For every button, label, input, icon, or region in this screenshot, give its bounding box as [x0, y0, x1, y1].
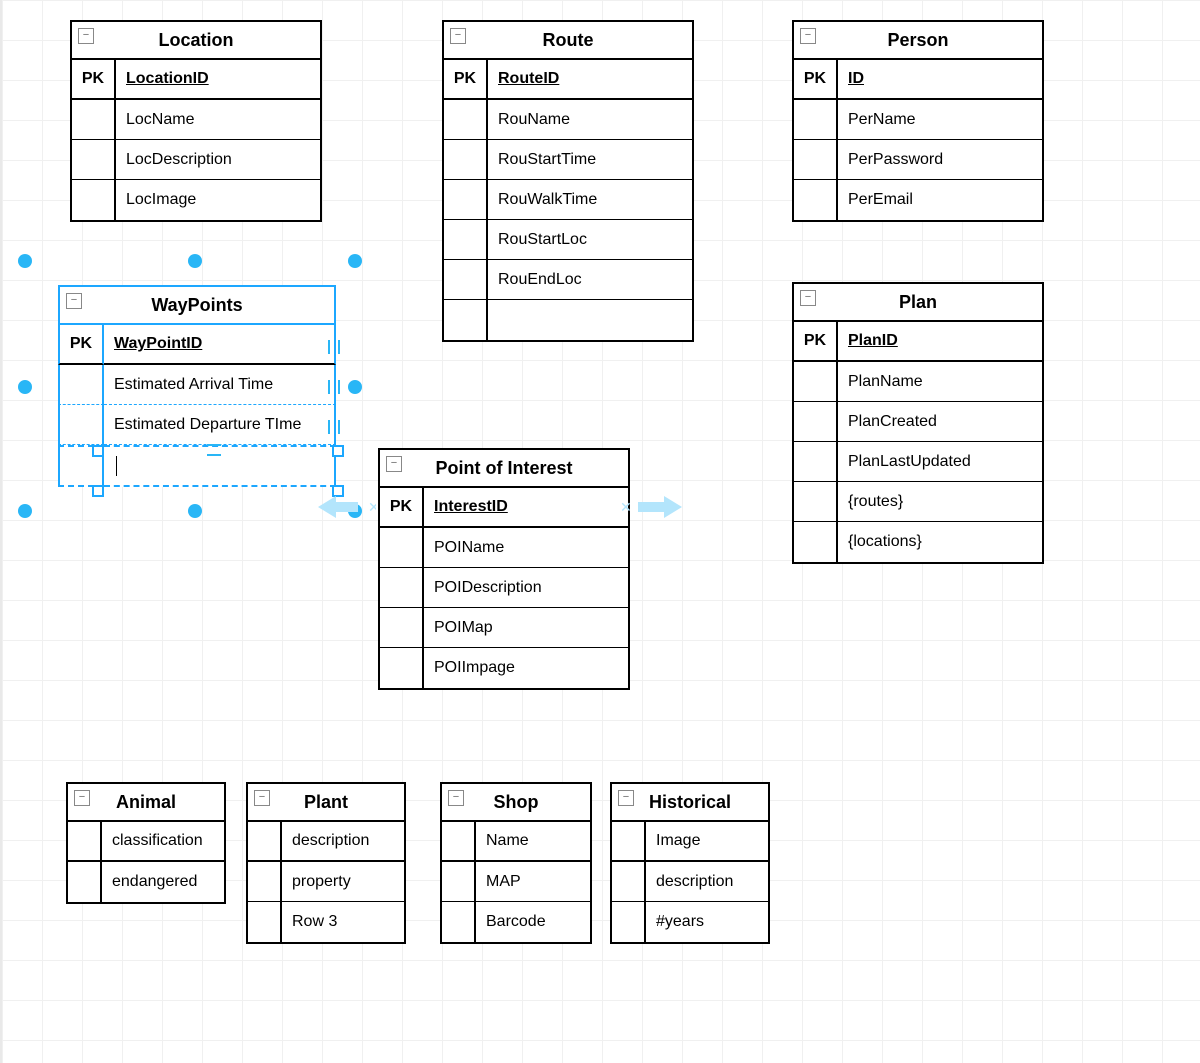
entity-title: Person	[794, 30, 1042, 51]
pk-label: PK	[70, 60, 116, 100]
entity-title: Route	[444, 30, 692, 51]
entity-title: Historical	[612, 792, 768, 813]
field[interactable]: classification	[102, 822, 226, 862]
collapse-icon[interactable]: −	[618, 790, 634, 806]
field[interactable]: Estimated Departure TIme	[104, 405, 336, 445]
field[interactable]: LocDescription	[116, 140, 322, 180]
diagram-canvas[interactable]: − Location PK LocationID LocName LocDesc…	[0, 0, 1200, 1063]
entity-plant[interactable]: − Plant description property Row 3	[246, 782, 406, 944]
field[interactable]: Row 3	[282, 902, 406, 944]
edge-midpoint[interactable]	[328, 380, 340, 394]
connection-dot[interactable]	[188, 254, 202, 268]
field[interactable]: {routes}	[838, 482, 1044, 522]
field[interactable]: POIDescription	[424, 568, 630, 608]
entity-title: Plant	[248, 792, 404, 813]
svg-text:✕: ✕	[368, 499, 376, 515]
text-cursor	[116, 456, 117, 476]
pk-label: PK	[442, 60, 488, 100]
field[interactable]: POIName	[424, 528, 630, 568]
field[interactable]: #years	[646, 902, 770, 944]
entity-title: Point of Interest	[380, 458, 628, 479]
entity-route[interactable]: − Route PK RouteID RouName RouStartTime …	[442, 20, 694, 342]
field[interactable]: RouStartLoc	[488, 220, 694, 260]
connection-dot[interactable]	[18, 254, 32, 268]
collapse-icon[interactable]: −	[254, 790, 270, 806]
collapse-icon[interactable]: −	[800, 28, 816, 44]
entity-shop[interactable]: − Shop Name MAP Barcode	[440, 782, 592, 944]
pk-field[interactable]: RouteID	[488, 60, 694, 100]
collapse-icon[interactable]: −	[386, 456, 402, 472]
resize-handle[interactable]	[92, 445, 104, 457]
field[interactable]: POIImpage	[424, 648, 630, 690]
arrow-right-icon: ✕	[620, 496, 682, 518]
field[interactable]: Estimated Arrival Time	[104, 365, 336, 405]
field[interactable]: PerName	[838, 100, 1044, 140]
connection-dot[interactable]	[348, 254, 362, 268]
collapse-icon[interactable]: −	[448, 790, 464, 806]
field[interactable]: {locations}	[838, 522, 1044, 564]
entity-title: Animal	[68, 792, 224, 813]
field[interactable]	[488, 300, 694, 342]
entity-plan[interactable]: − Plan PK PlanID PlanName PlanCreated Pl…	[792, 282, 1044, 564]
edge-midpoint[interactable]	[328, 340, 340, 354]
pk-field[interactable]: LocationID	[116, 60, 322, 100]
entity-title: Location	[72, 30, 320, 51]
entity-title: WayPoints	[60, 295, 334, 316]
field[interactable]: description	[646, 862, 770, 902]
pk-label: PK	[58, 325, 104, 365]
field[interactable]: description	[282, 822, 406, 862]
field[interactable]: Name	[476, 822, 592, 862]
field[interactable]: RouWalkTime	[488, 180, 694, 220]
pk-field[interactable]: WayPointID	[104, 325, 336, 365]
collapse-icon[interactable]: −	[74, 790, 90, 806]
field[interactable]: RouStartTime	[488, 140, 694, 180]
pk-field[interactable]: PlanID	[838, 322, 1044, 362]
pk-field[interactable]: ID	[838, 60, 1044, 100]
connection-dot[interactable]	[348, 380, 362, 394]
field[interactable]: PlanName	[838, 362, 1044, 402]
edge-midpoint[interactable]	[328, 420, 340, 434]
field[interactable]: PerEmail	[838, 180, 1044, 222]
resize-handle[interactable]	[332, 445, 344, 457]
pk-label: PK	[378, 488, 424, 528]
field[interactable]: Image	[646, 822, 770, 862]
entity-poi[interactable]: − Point of Interest PK InterestID POINam…	[378, 448, 630, 690]
arrow-left-icon: ✕	[318, 496, 376, 518]
field[interactable]: property	[282, 862, 406, 902]
connection-dot[interactable]	[18, 380, 32, 394]
connection-dot[interactable]	[188, 504, 202, 518]
entity-title: Plan	[794, 292, 1042, 313]
field[interactable]: PlanLastUpdated	[838, 442, 1044, 482]
field[interactable]: PerPassword	[838, 140, 1044, 180]
collapse-icon[interactable]: −	[66, 293, 82, 309]
entity-person[interactable]: − Person PK ID PerName PerPassword PerEm…	[792, 20, 1044, 222]
field[interactable]: MAP	[476, 862, 592, 902]
collapse-icon[interactable]: −	[450, 28, 466, 44]
pk-label: PK	[792, 322, 838, 362]
field[interactable]: RouName	[488, 100, 694, 140]
field[interactable]: LocName	[116, 100, 322, 140]
pk-label: PK	[792, 60, 838, 100]
field[interactable]: POIMap	[424, 608, 630, 648]
svg-text:✕: ✕	[620, 499, 632, 515]
pk-field[interactable]: InterestID	[424, 488, 630, 528]
entity-animal[interactable]: − Animal classification endangered	[66, 782, 226, 904]
field[interactable]: endangered	[102, 862, 226, 904]
collapse-icon[interactable]: −	[78, 28, 94, 44]
resize-handle[interactable]	[92, 485, 104, 497]
connection-dot[interactable]	[18, 504, 32, 518]
entity-location[interactable]: − Location PK LocationID LocName LocDesc…	[70, 20, 322, 222]
edge-midpoint[interactable]	[207, 444, 221, 456]
field[interactable]: PlanCreated	[838, 402, 1044, 442]
entity-historical[interactable]: − Historical Image description #years	[610, 782, 770, 944]
field[interactable]: RouEndLoc	[488, 260, 694, 300]
field[interactable]: Barcode	[476, 902, 592, 944]
collapse-icon[interactable]: −	[800, 290, 816, 306]
field[interactable]: LocImage	[116, 180, 322, 222]
entity-title: Shop	[442, 792, 590, 813]
